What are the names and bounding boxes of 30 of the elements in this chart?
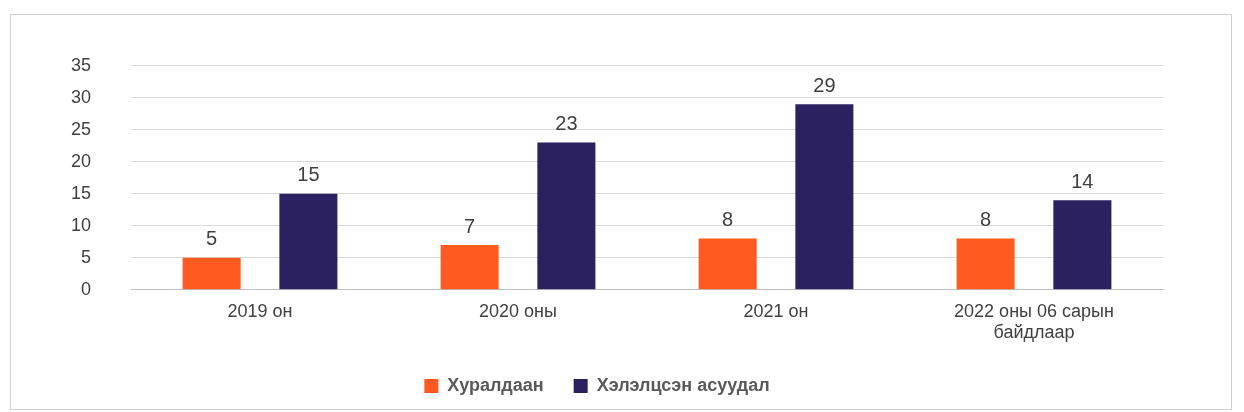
bar	[956, 238, 1015, 290]
data-label: 14	[1071, 169, 1094, 192]
x-tick-label: 2020 оны	[479, 300, 557, 321]
x-tick-label: 2019 он	[227, 300, 293, 321]
x-tick-label: 2021 он	[743, 300, 809, 321]
y-tick-label: 20	[70, 150, 92, 171]
data-label: 8	[980, 208, 992, 231]
data-label: 7	[464, 214, 476, 237]
legend-label: Хуралдаан	[447, 374, 544, 395]
y-tick-label: 30	[70, 86, 92, 107]
bar	[440, 245, 499, 290]
bar	[698, 238, 757, 290]
data-label: 8	[722, 208, 734, 231]
y-tick-label: 15	[70, 182, 92, 203]
y-tick-label: 25	[70, 118, 92, 139]
data-label: 23	[555, 112, 578, 135]
x-tick-label: 2022 оны 06 сарын байдлаар	[954, 300, 1114, 343]
data-label: 5	[206, 227, 218, 250]
bar	[795, 104, 854, 290]
y-tick-label: 5	[81, 246, 92, 267]
bar	[537, 142, 596, 290]
bar	[279, 193, 338, 290]
y-tick-label: 10	[70, 214, 92, 235]
y-tick-label: 35	[70, 54, 92, 75]
data-label: 15	[297, 163, 320, 186]
y-tick-label: 0	[81, 278, 92, 299]
bar	[182, 257, 241, 290]
data-label: 29	[813, 73, 836, 96]
bar	[1053, 200, 1112, 290]
legend-label: Хэлэлцсэн асуудал	[596, 374, 770, 395]
